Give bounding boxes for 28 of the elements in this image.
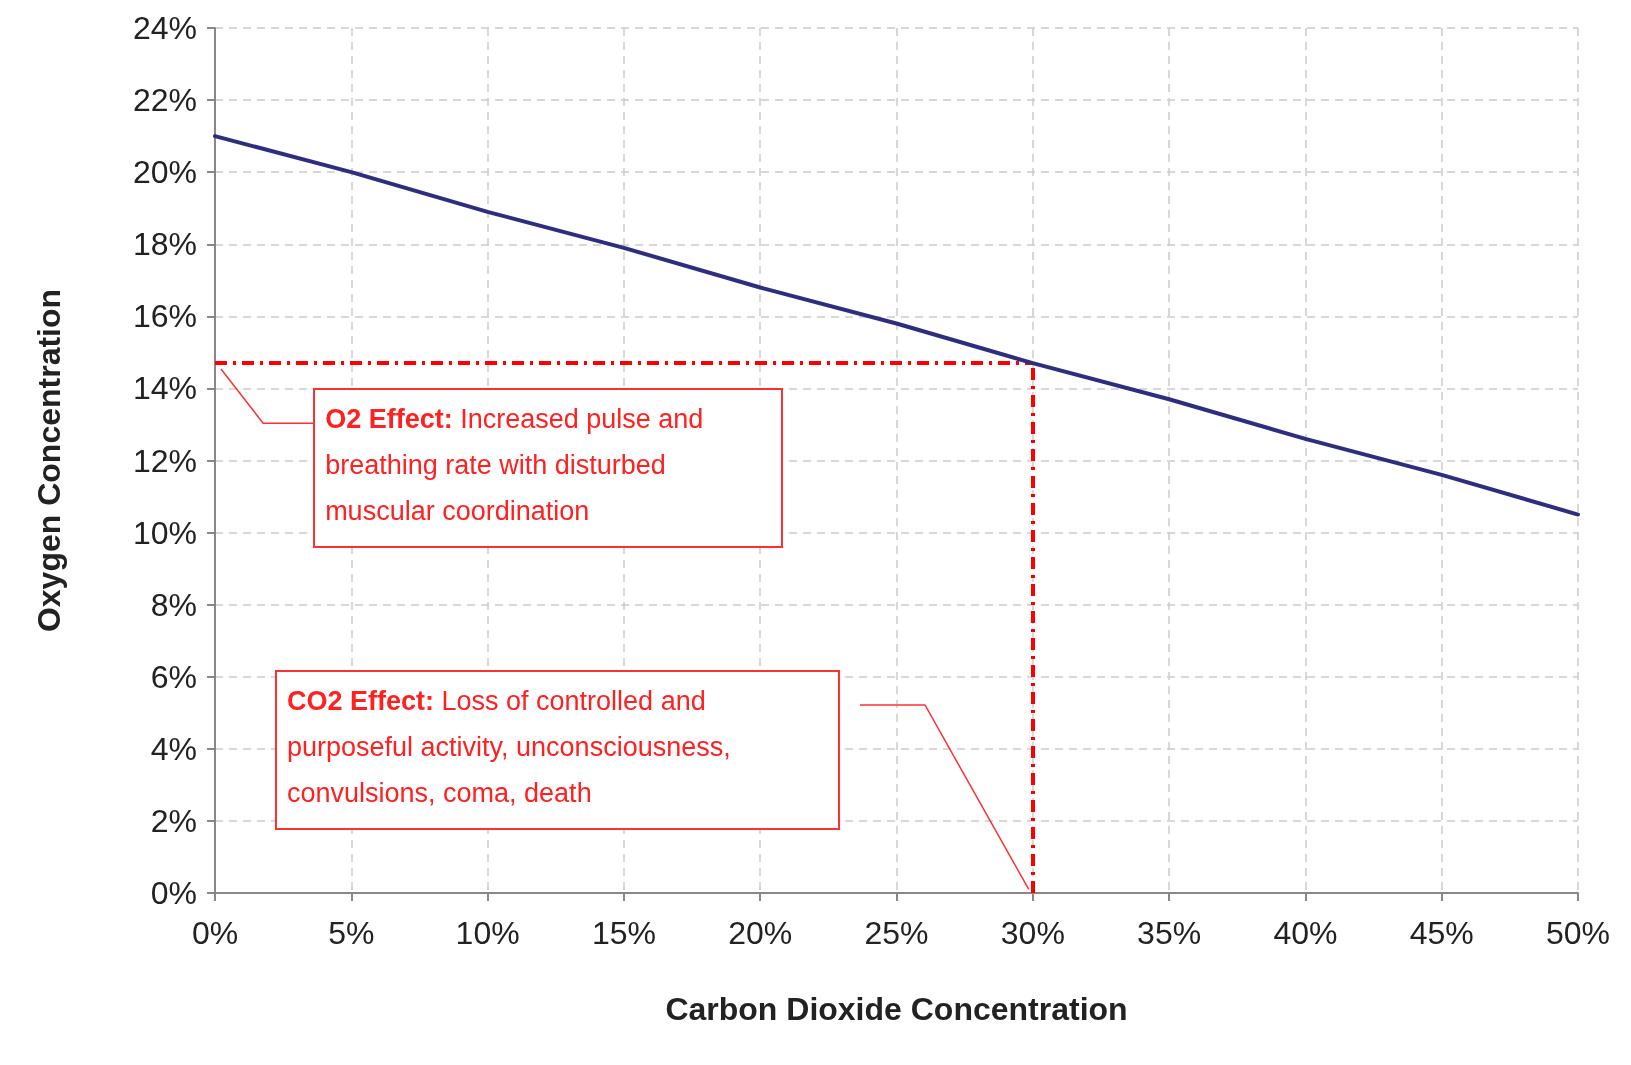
x-tick-label: 20% [728,915,793,951]
x-tick-label: 15% [591,915,656,951]
y-tick-label: 22% [132,82,197,119]
x-tick-label: 5% [328,915,375,951]
x-tick-label: 25% [864,915,929,951]
y-tick-label: 20% [132,154,197,191]
x-tick-label: 45% [1409,915,1474,951]
y-tick-label: 16% [132,298,197,335]
y-tick-label: 2% [150,802,197,839]
x-axis-title: Carbon Dioxide Concentration [665,991,1128,1027]
x-tick-label: 10% [455,915,520,951]
y-tick-label: 12% [132,442,197,479]
x-tick-label: 35% [1137,915,1202,951]
x-tick-label: 50% [1545,915,1611,951]
callout-box: CO2 Effect: Loss of controlled and purposeful activity, unconsciousness, convulsions, coma, death [274,669,840,830]
y-axis-title: Oxygen Concentration [31,288,67,633]
callout-box: O2 Effect: Increased pulse and breathing rate with disturbed muscular coordination [313,388,784,549]
x-tick-label: 0% [191,915,239,951]
x-tick-label: 40% [1273,915,1338,951]
y-tick-label: 8% [150,586,197,623]
y-tick-label: 24% [132,10,197,46]
x-tick-label: 30% [1000,915,1065,951]
y-tick-label: 0% [150,875,197,911]
y-tick-label: 10% [132,514,197,551]
y-tick-label: 6% [150,658,197,695]
y-tick-label: 14% [132,370,197,407]
y-tick-label: 4% [150,730,197,767]
y-tick-label: 18% [132,226,197,263]
